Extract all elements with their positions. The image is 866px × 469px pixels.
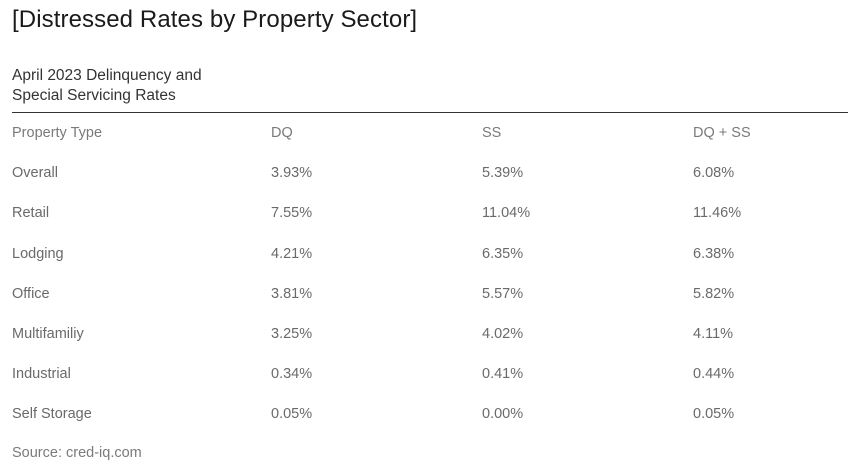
page-title: [Distressed Rates by Property Sector]: [12, 6, 418, 33]
row-dq-ss: 11.46%: [693, 205, 742, 222]
table-row: Overall 3.93% 5.39% 6.08%: [12, 153, 848, 193]
header-dq-ss: DQ + SS: [693, 125, 751, 142]
row-property-type: Overall: [12, 165, 58, 182]
table-row: Retail 7.55% 11.04% 11.46%: [12, 193, 848, 233]
table-row: Lodging 4.21% 6.35% 6.38%: [12, 234, 848, 274]
row-property-type: Retail: [12, 205, 50, 222]
row-dq: 7.55%: [271, 205, 313, 222]
source-note: Source: cred-iq.com: [12, 445, 142, 461]
row-dq: 0.05%: [271, 406, 313, 423]
header-ss: SS: [482, 125, 502, 142]
table-row: Office 3.81% 5.57% 5.82%: [12, 274, 848, 314]
row-dq-ss: 6.38%: [693, 245, 735, 262]
row-dq-ss: 0.05%: [693, 406, 735, 423]
subtitle-line-2: Special Servicing Rates: [12, 87, 176, 104]
row-property-type: Lodging: [12, 245, 64, 262]
subtitle-line-1: April 2023 Delinquency and: [12, 67, 202, 84]
row-ss: 5.57%: [482, 285, 524, 302]
row-dq: 0.34%: [271, 366, 313, 383]
row-ss: 11.04%: [482, 205, 531, 222]
distressed-rates-table: Property Type DQ SS DQ + SS Overall 3.93…: [12, 113, 848, 435]
row-property-type: Office: [12, 285, 50, 302]
row-dq: 3.93%: [271, 165, 313, 182]
row-ss: 5.39%: [482, 165, 524, 182]
row-dq: 4.21%: [271, 245, 313, 262]
table-row: Self Storage 0.05% 0.00% 0.05%: [12, 394, 848, 434]
row-dq-ss: 4.11%: [693, 326, 734, 343]
table-row: Multifamiliy 3.25% 4.02% 4.11%: [12, 314, 848, 354]
row-dq: 3.25%: [271, 326, 313, 343]
header-divider: [12, 112, 848, 113]
row-property-type: Industrial: [12, 366, 71, 383]
row-property-type: Multifamiliy: [12, 326, 84, 343]
table-row: Industrial 0.34% 0.41% 0.44%: [12, 354, 848, 394]
header-property-type: Property Type: [12, 125, 103, 142]
header-dq: DQ: [271, 125, 293, 142]
row-ss: 4.02%: [482, 326, 524, 343]
row-dq: 3.81%: [271, 285, 313, 302]
row-ss: 0.00%: [482, 406, 524, 423]
row-dq-ss: 5.82%: [693, 285, 735, 302]
row-property-type: Self Storage: [12, 406, 92, 423]
row-dq-ss: 0.44%: [693, 366, 735, 383]
row-ss: 0.41%: [482, 366, 524, 383]
table-subtitle: April 2023 Delinquency and Special Servi…: [12, 66, 202, 106]
row-dq-ss: 6.08%: [693, 165, 735, 182]
table-header-row: Property Type DQ SS DQ + SS: [12, 113, 848, 153]
row-ss: 6.35%: [482, 245, 524, 262]
